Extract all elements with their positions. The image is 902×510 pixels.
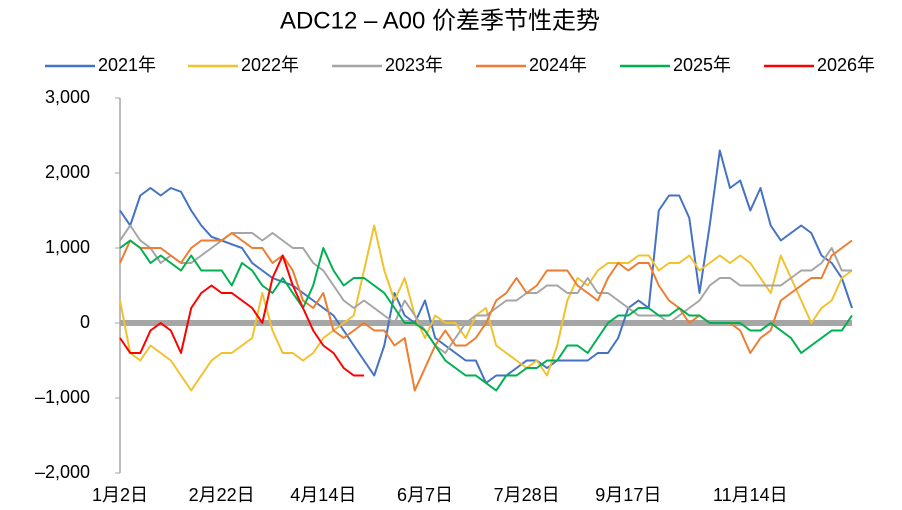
legend-label: 2025年	[673, 55, 731, 75]
series-line	[119, 149, 853, 384]
x-tick-label: 2月22日	[189, 485, 255, 505]
legend-label: 2023年	[385, 55, 443, 75]
y-tick-label: –2,000	[35, 462, 90, 482]
y-tick-label: 2,000	[45, 162, 90, 182]
chart-title: ADC12 – A00 价差季节性走势	[280, 7, 600, 34]
series-line	[119, 224, 852, 354]
x-tick-label: 6月7日	[397, 485, 453, 505]
x-tick-label: 4月14日	[290, 485, 356, 505]
y-tick-label: 3,000	[45, 87, 90, 107]
x-tick-label: 9月17日	[595, 485, 661, 505]
legend-label: 2021年	[98, 55, 156, 75]
legend-label: 2022年	[241, 55, 299, 75]
series-line	[119, 224, 853, 392]
x-tick-label: 11月14日	[713, 485, 788, 505]
series-line	[119, 239, 853, 392]
legend-label: 2026年	[817, 55, 875, 75]
y-tick-label: –1,000	[35, 387, 90, 407]
y-tick-label: 1,000	[45, 237, 90, 257]
y-tick-label: 0	[80, 312, 90, 332]
legend-label: 2024年	[529, 55, 587, 75]
x-tick-label: 7月28日	[494, 485, 560, 505]
x-tick-label: 1月2日	[92, 485, 148, 505]
series-line	[119, 254, 364, 377]
